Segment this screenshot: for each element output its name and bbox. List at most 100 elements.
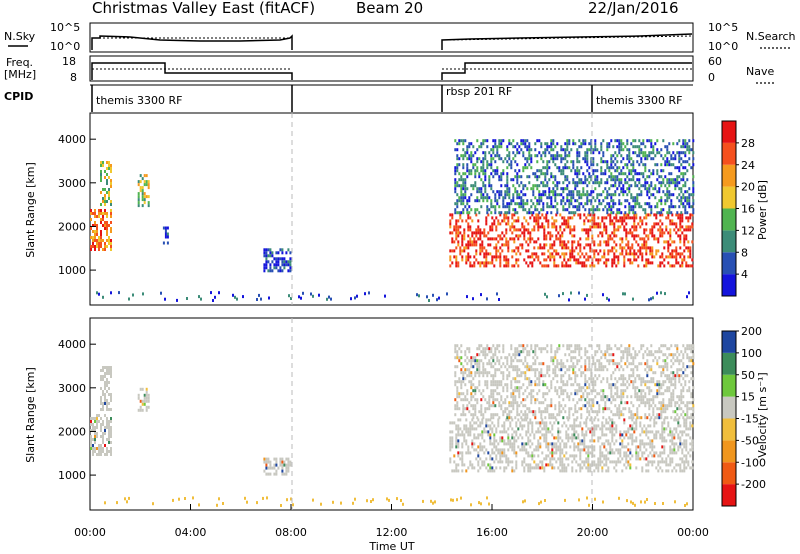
velocity-echo-cell — [550, 380, 553, 384]
power-echo-cell — [576, 175, 579, 179]
velocity-echo-cell — [561, 439, 564, 443]
velocity-echo-cell — [106, 438, 108, 441]
power-echo-cell — [657, 264, 660, 268]
velocity-echo-cell — [629, 433, 632, 437]
power-echo-cell — [559, 228, 562, 232]
power-echo-cell — [662, 181, 665, 185]
power-echo-cell — [571, 249, 574, 253]
power-echo-cell — [647, 261, 650, 265]
velocity-echo-cell — [618, 362, 621, 366]
power-echo-cell — [542, 160, 545, 164]
velocity-echo-cell — [94, 435, 96, 438]
velocity-echo-cell — [492, 389, 495, 393]
power-echo-cell — [463, 231, 466, 235]
velocity-echo-cell — [567, 427, 570, 431]
power-echo-cell — [524, 142, 527, 146]
power-echo-cell — [583, 228, 586, 232]
velocity-echo-cell — [568, 395, 571, 399]
power-echo-cell — [462, 142, 465, 146]
velocity-echo-cell — [102, 438, 104, 441]
velocity-echo-cell — [574, 344, 577, 348]
velocity-echo-cell — [652, 398, 655, 402]
velocity-echo-cell — [689, 442, 692, 446]
velocity-echo-cell — [516, 389, 519, 393]
velocity-echo-cell — [626, 347, 629, 351]
power-echo-cell — [545, 219, 548, 223]
power-echo-cell — [549, 237, 552, 241]
power-echo-cell — [285, 251, 288, 255]
power-echo-cell — [489, 261, 492, 265]
power-echo-cell — [514, 211, 517, 215]
velocity-echo-cell — [604, 356, 607, 360]
velocity-echo-cell — [643, 424, 646, 428]
power-echo-cell — [677, 234, 680, 238]
power-echo-cell — [580, 181, 583, 185]
velocity-echo-cell — [691, 448, 694, 452]
power-echo-cell — [110, 245, 112, 248]
velocity-echo-cell — [590, 404, 593, 408]
power-echo-cell — [474, 151, 477, 155]
velocity-echo-cell — [558, 395, 561, 399]
power-echo-cell — [564, 187, 567, 191]
velocity-echo-cell — [478, 371, 481, 375]
power-echo-cell — [486, 160, 489, 164]
velocity-echo-cell — [493, 469, 496, 473]
velocity-echo-cell — [527, 430, 530, 434]
power-echo-cell — [573, 225, 576, 229]
velocity-echo-cell — [275, 463, 278, 467]
power-echo-cell — [416, 293, 418, 297]
velocity-echo-cell — [494, 383, 497, 387]
power-echo-cell — [471, 234, 474, 238]
cpid-segment-2: rbsp 201 RF — [446, 85, 512, 98]
velocity-echo-cell — [564, 410, 567, 414]
power-echo-cell — [458, 172, 461, 176]
power-echo-cell — [608, 169, 611, 173]
power-echo-cell — [467, 228, 470, 232]
velocity-echo-cell — [488, 350, 491, 354]
velocity-echo-cell — [476, 371, 479, 375]
power-echo-cell — [585, 252, 588, 256]
power-echo-cell — [538, 193, 541, 197]
power-echo-cell — [617, 228, 620, 232]
power-echo-cell — [604, 181, 607, 185]
power-echo-cell — [618, 202, 621, 206]
velocity-echo-cell — [484, 353, 487, 357]
power-echo-cell — [458, 142, 461, 146]
power-echo-cell — [626, 157, 629, 161]
power-echo-cell — [476, 190, 479, 194]
velocity-echo-cell — [640, 392, 643, 396]
power-echo-cell — [449, 219, 452, 223]
velocity-echo-cell — [652, 413, 655, 417]
power-echo-cell — [455, 264, 458, 268]
velocity-echo-cell — [471, 463, 474, 467]
power-echo-cell — [631, 252, 634, 256]
velocity-echo-cell — [572, 371, 575, 375]
power-echo-cell — [636, 172, 639, 176]
cpid-label: CPID — [4, 90, 33, 103]
velocity-echo-cell — [550, 386, 553, 390]
velocity-echo-cell — [460, 386, 463, 390]
power-echo-cell — [651, 252, 654, 256]
power-echo-cell — [494, 142, 497, 146]
velocity-echo-cell — [601, 430, 604, 434]
velocity-echo-cell — [503, 424, 506, 428]
velocity-echo-cell — [495, 445, 498, 449]
velocity-echo-cell — [559, 436, 562, 440]
velocity-echo-cell — [458, 359, 461, 363]
velocity-echo-cell — [275, 460, 278, 464]
power-echo-cell — [610, 208, 613, 212]
power-echo-cell — [469, 228, 472, 232]
power-echo-cell — [462, 157, 465, 161]
power-echo-cell — [572, 163, 575, 167]
velocity-echo-cell — [451, 469, 454, 473]
velocity-echo-cell — [472, 359, 475, 363]
velocity-echo-cell — [147, 396, 150, 400]
velocity-echo-cell — [473, 436, 476, 440]
velocity-echo-cell — [650, 416, 653, 420]
power-echo-cell — [486, 297, 488, 301]
velocity-echo-cell — [598, 347, 601, 351]
power-echo-cell — [578, 172, 581, 176]
power-echo-cell — [454, 184, 457, 188]
velocity-echo-cell — [524, 374, 527, 378]
velocity-echo-cell — [490, 413, 493, 417]
